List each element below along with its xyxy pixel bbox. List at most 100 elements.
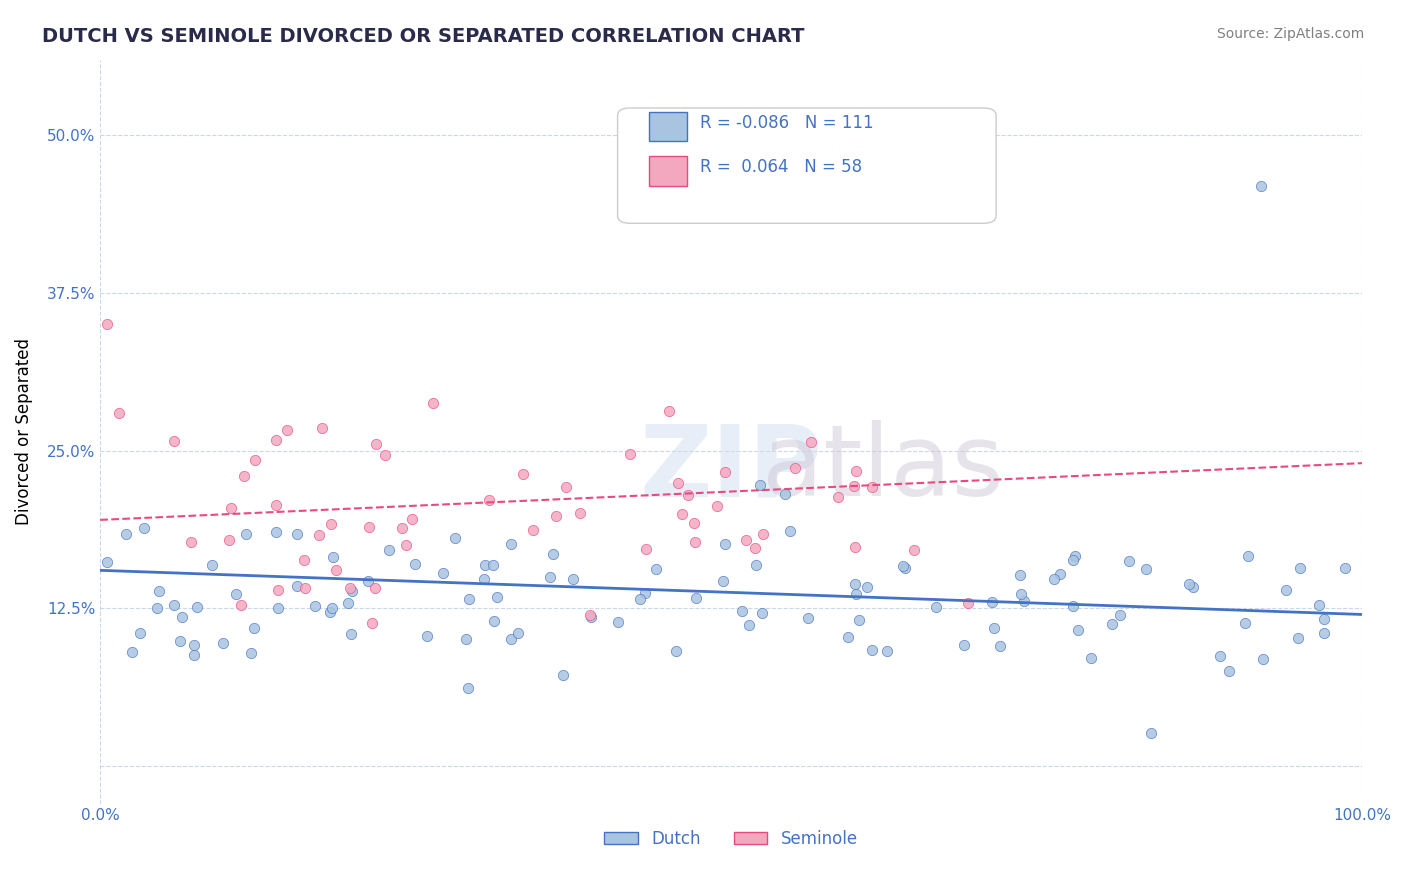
Point (499, 632, 522, 646)
Point (276, 423, 298, 437)
Point (800, 435, 823, 450)
Point (1308, 598, 1330, 612)
Point (378, 543, 401, 558)
Point (538, 570, 561, 584)
Point (607, 615, 630, 629)
Point (233, 469, 256, 483)
Point (1080, 650, 1102, 665)
Point (636, 542, 658, 557)
Y-axis label: Divorced or Separated: Divorced or Separated (15, 338, 32, 525)
Point (366, 437, 388, 451)
Point (546, 509, 568, 524)
Point (1062, 599, 1084, 613)
Point (682, 516, 704, 530)
Point (308, 528, 330, 542)
Point (711, 574, 734, 588)
Point (665, 644, 688, 658)
Point (218, 533, 240, 548)
Point (1313, 625, 1336, 640)
Point (1236, 549, 1258, 564)
Point (676, 488, 699, 502)
Point (416, 629, 439, 643)
Point (773, 487, 796, 501)
Point (1334, 561, 1357, 575)
Point (845, 587, 868, 601)
Point (628, 591, 651, 606)
Point (541, 547, 564, 561)
Point (1139, 725, 1161, 739)
Point (219, 501, 242, 516)
Text: R = -0.086   N = 111: R = -0.086 N = 111 (700, 114, 873, 132)
Point (311, 421, 333, 435)
Point (96, 318, 118, 332)
Point (364, 581, 387, 595)
Point (551, 667, 574, 681)
Point (744, 541, 766, 555)
Point (225, 587, 247, 601)
Point (714, 465, 737, 479)
Point (318, 606, 340, 620)
Point (294, 553, 316, 567)
Point (706, 500, 728, 514)
Point (983, 621, 1005, 635)
Point (499, 536, 522, 550)
Point (779, 524, 801, 538)
Point (568, 506, 591, 520)
Text: R =  0.064   N = 58: R = 0.064 N = 58 (700, 159, 862, 177)
Point (512, 467, 534, 481)
Point (401, 511, 423, 525)
Point (848, 613, 870, 627)
Point (422, 396, 444, 410)
Point (957, 596, 980, 610)
Point (1286, 631, 1309, 645)
Point (322, 549, 344, 564)
Point (245, 453, 267, 467)
Point (115, 526, 138, 541)
Legend: Dutch, Seminole: Dutch, Seminole (598, 823, 865, 855)
Point (634, 586, 657, 600)
Point (1218, 665, 1240, 679)
Point (522, 523, 544, 537)
Point (1208, 648, 1230, 663)
Point (183, 638, 205, 652)
Point (325, 563, 347, 577)
Point (578, 607, 600, 622)
Point (172, 609, 194, 624)
Point (644, 562, 666, 576)
Point (893, 561, 915, 575)
Point (96, 555, 118, 569)
Point (988, 639, 1011, 653)
Point (360, 615, 382, 630)
Point (201, 558, 224, 572)
Point (340, 627, 363, 641)
Point (148, 583, 170, 598)
Point (797, 610, 820, 624)
Point (264, 434, 287, 448)
Text: DUTCH VS SEMINOLE DIVORCED OR SEPARATED CORRELATION CHART: DUTCH VS SEMINOLE DIVORCED OR SEPARATED … (42, 27, 804, 45)
Point (1067, 623, 1090, 637)
Point (169, 634, 191, 648)
Point (264, 524, 287, 539)
FancyBboxPatch shape (617, 108, 995, 223)
Point (186, 599, 208, 614)
Point (745, 558, 768, 572)
Point (285, 579, 308, 593)
Point (391, 521, 413, 535)
Point (481, 558, 503, 572)
Point (903, 542, 925, 557)
Point (748, 478, 770, 492)
Text: atlas: atlas (762, 420, 1004, 517)
Point (243, 622, 266, 636)
Point (485, 591, 508, 605)
Point (860, 480, 883, 494)
Point (395, 538, 418, 552)
Point (1250, 178, 1272, 193)
Point (1010, 586, 1032, 600)
Point (671, 507, 693, 521)
Point (827, 490, 849, 504)
Point (357, 574, 380, 588)
Point (785, 460, 807, 475)
Point (1010, 567, 1032, 582)
Point (374, 448, 396, 462)
Point (482, 614, 505, 628)
